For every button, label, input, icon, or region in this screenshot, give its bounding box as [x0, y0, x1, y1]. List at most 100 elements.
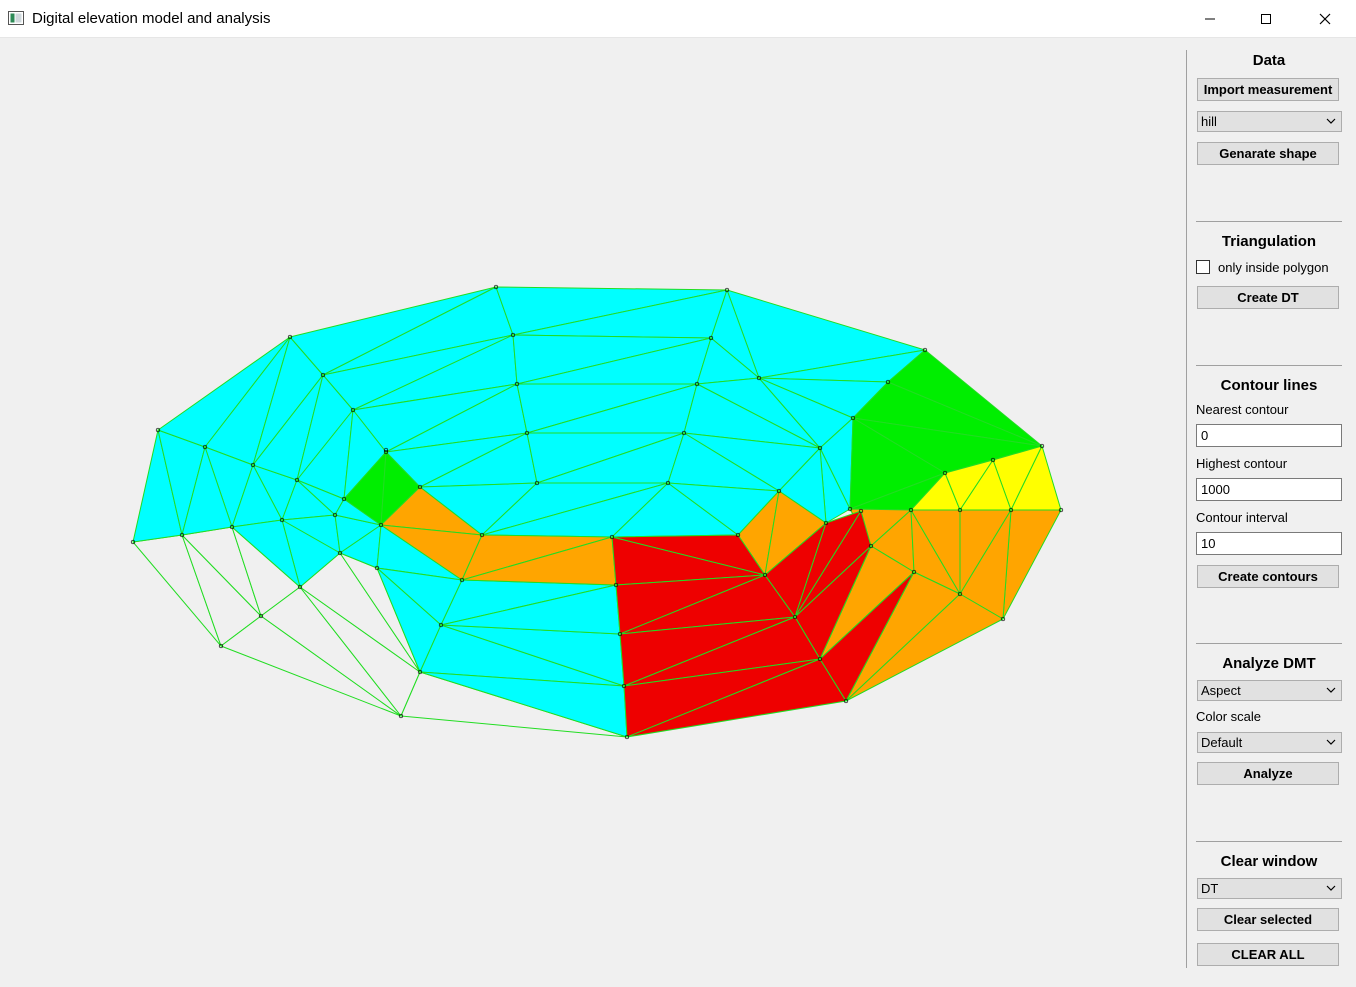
dem-triangle [231, 519, 301, 588]
maximize-button[interactable] [1237, 0, 1295, 37]
dem-vertex [417, 669, 423, 675]
dem-vertex [621, 683, 627, 689]
clear-target-value: DT [1201, 881, 1219, 896]
clear-all-button[interactable]: CLEAR ALL [1197, 943, 1339, 966]
dem-vertex [990, 457, 996, 463]
dem-vertex [1039, 443, 1045, 449]
dem-vertex [417, 484, 423, 490]
dem-vertex [179, 532, 185, 538]
dem-vertex [708, 335, 714, 341]
section-separator [1196, 643, 1342, 644]
minimize-icon [1205, 18, 1215, 19]
maximize-icon [1261, 13, 1271, 24]
dem-vertex [868, 543, 874, 549]
dem-vertex [823, 520, 829, 526]
dem-canvas[interactable] [0, 38, 1185, 982]
analysis-type-select[interactable]: Aspect [1197, 680, 1342, 701]
color-scale-value: Default [1201, 735, 1243, 750]
dem-vertex [155, 427, 161, 433]
dem-vertex [320, 372, 326, 378]
dem-vertex [493, 284, 499, 290]
dem-vertex [609, 534, 615, 540]
dem-vertex [1000, 616, 1006, 622]
nearest-contour-label: Nearest contour [1196, 402, 1289, 417]
minimize-button[interactable] [1181, 0, 1239, 37]
chevron-down-icon [1326, 687, 1336, 693]
dem-vertex [942, 470, 948, 476]
dem-vertex [817, 445, 823, 451]
chevron-down-icon [1326, 885, 1336, 891]
dem-vertex [479, 532, 485, 538]
clear-target-select[interactable]: DT [1197, 878, 1342, 899]
dem-vertex [817, 656, 823, 662]
dem-vertex [665, 480, 671, 486]
dem-vertex [250, 462, 256, 468]
dem-vertex [776, 488, 782, 494]
dem-vertex [202, 444, 208, 450]
triangulation-heading: Triangulation [1221, 233, 1317, 250]
shape-select-value: hill [1201, 114, 1217, 129]
dem-vertex [337, 550, 343, 556]
dem-vertex [383, 449, 389, 455]
dem-vertex [1008, 507, 1014, 513]
dem-vertex [792, 614, 798, 620]
dem-vertex [332, 512, 338, 518]
only-inside-polygon-checkbox[interactable] [1196, 260, 1210, 274]
highest-contour-input[interactable]: 1000 [1196, 478, 1342, 501]
dem-vertex [850, 415, 856, 421]
dem-vertex [130, 539, 136, 545]
import-measurement-button[interactable]: Import measurement [1197, 78, 1339, 101]
dem-vertex [724, 287, 730, 293]
dem-vertex [735, 532, 741, 538]
contour-lines-heading: Contour lines [1220, 377, 1318, 394]
close-icon [1319, 13, 1331, 24]
analyze-dmt-heading: Analyze DMT [1222, 655, 1316, 672]
clear-selected-button[interactable]: Clear selected [1197, 908, 1339, 931]
control-panel: Data Import measurement hill Genarate sh… [1196, 38, 1342, 982]
dem-vertex [911, 569, 917, 575]
dem-vertex [383, 447, 389, 453]
color-scale-select[interactable]: Default [1197, 732, 1342, 753]
dem-vertex [617, 631, 623, 637]
dem-vertex [694, 381, 700, 387]
window-title: Digital elevation model and analysis [32, 10, 271, 27]
dem-vertex [762, 572, 768, 578]
close-button[interactable] [1296, 0, 1354, 37]
color-scale-label: Color scale [1196, 709, 1262, 724]
generate-shape-button[interactable]: Genarate shape [1197, 142, 1339, 165]
contour-interval-input[interactable]: 10 [1196, 532, 1342, 555]
dem-vertex [885, 379, 891, 385]
analyze-button[interactable]: Analyze [1197, 762, 1339, 785]
contour-interval-label: Contour interval [1196, 510, 1288, 525]
panel-divider [1186, 50, 1187, 968]
shape-select[interactable]: hill [1197, 111, 1342, 132]
dem-vertex [459, 577, 465, 583]
analysis-type-value: Aspect [1201, 683, 1241, 698]
section-separator [1196, 841, 1342, 842]
dem-vertex [843, 698, 849, 704]
dem-vertex [613, 582, 619, 588]
dem-vertex [534, 480, 540, 486]
dem-triangle [845, 593, 1004, 702]
dem-vertex [510, 332, 516, 338]
section-separator [1196, 365, 1342, 366]
dem-vertex [847, 506, 853, 512]
dem-vertex [279, 517, 285, 523]
dem-vertex [438, 622, 444, 628]
chevron-down-icon [1326, 118, 1336, 124]
app-icon [8, 11, 24, 25]
dem-vertex [514, 381, 520, 387]
dem-vertex [624, 734, 630, 740]
dem-vertex [258, 613, 264, 619]
dem-vertex [908, 507, 914, 513]
nearest-contour-input[interactable]: 0 [1196, 424, 1342, 447]
create-contours-button[interactable]: Create contours [1197, 565, 1339, 588]
only-inside-polygon-label: only inside polygon [1218, 260, 1329, 275]
create-dt-button[interactable]: Create DT [1197, 286, 1339, 309]
dem-vertex [294, 477, 300, 483]
clear-window-heading: Clear window [1220, 853, 1318, 870]
dem-triangle [181, 446, 233, 536]
dem-vertex [756, 375, 762, 381]
dem-vertex [287, 334, 293, 340]
dem-vertex [922, 347, 928, 353]
